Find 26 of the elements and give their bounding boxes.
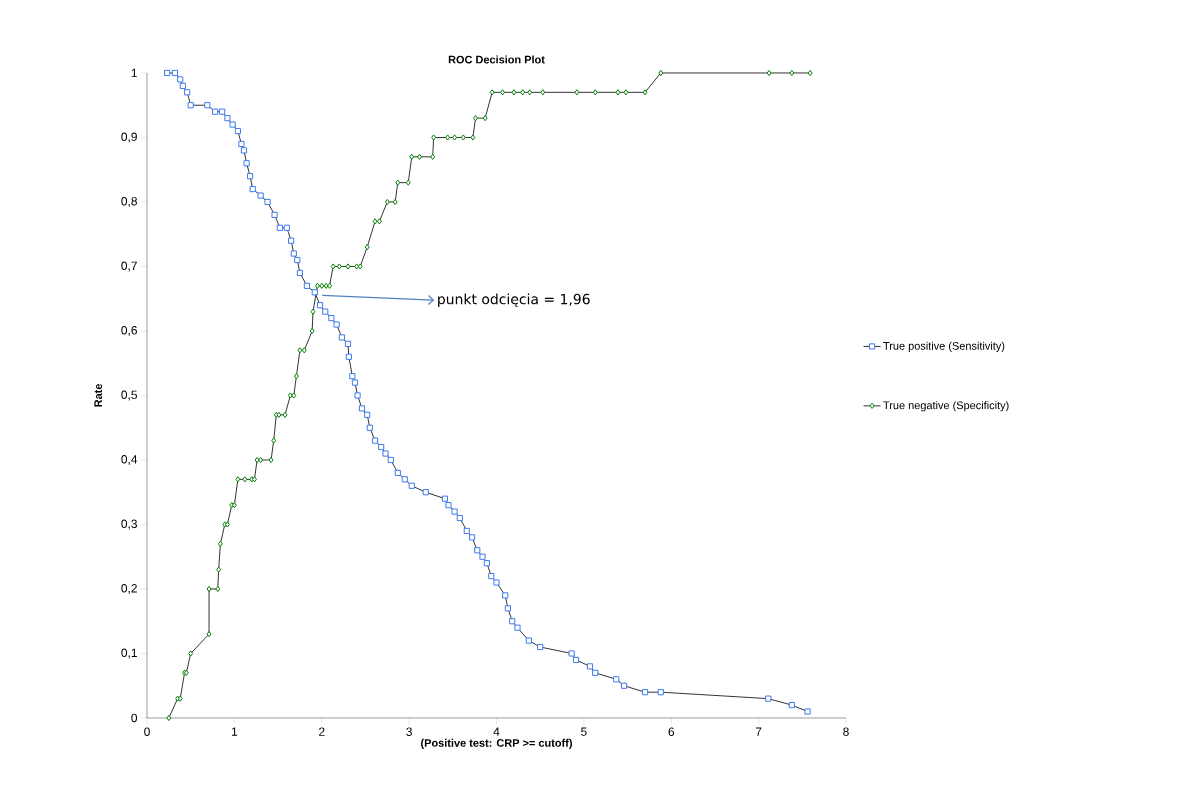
y-tick-label: 0,6 — [121, 326, 137, 336]
legend-label: True positive (Sensitivity) — [883, 341, 1005, 352]
x-tick-label: 7 — [755, 727, 762, 736]
x-tick-label: 6 — [668, 727, 675, 736]
y-axis-title: Rate — [94, 383, 103, 407]
y-tick-label: 0,7 — [121, 261, 137, 272]
x-tick-label: 3 — [406, 727, 412, 736]
legend-label: True negative (Specificity) — [883, 401, 1009, 412]
x-axis-title: (Positive test: CRP >= cutoff) — [421, 738, 572, 750]
y-tick-label: 0,9 — [121, 132, 137, 143]
y-tick-label: 0,2 — [121, 584, 137, 594]
annotation: punkt odcięcia = 1,96 — [438, 293, 590, 308]
y-tick-label: 0,5 — [121, 390, 137, 401]
y-tick-label: 0,3 — [121, 519, 137, 530]
x-tick-label: 1 — [231, 727, 238, 736]
y-tick-label: 1 — [131, 68, 137, 78]
x-tick-label: 2 — [319, 727, 325, 736]
y-tick-label: 0,8 — [121, 197, 137, 207]
y-tick-label: 0,4 — [121, 455, 138, 465]
y-tick-label: 0,1 — [121, 648, 137, 659]
x-tick-label: 8 — [843, 727, 849, 736]
x-tick-label: 5 — [581, 727, 587, 736]
chart-title: ROC Decision Plot — [448, 55, 545, 64]
y-tick-label: 0 — [131, 713, 138, 723]
x-tick-label: 4 — [493, 727, 500, 736]
x-tick-label: 0 — [144, 727, 150, 736]
